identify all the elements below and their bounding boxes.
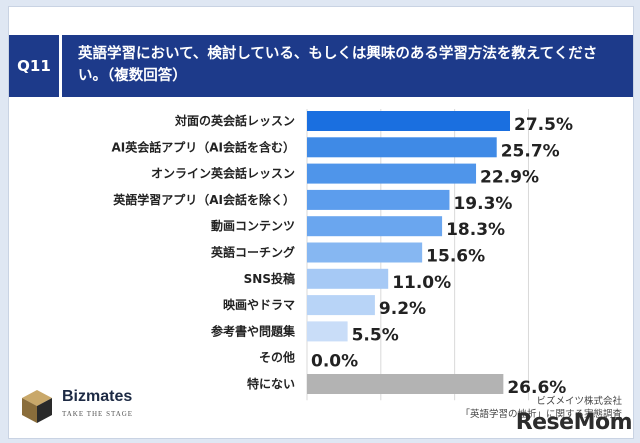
category-label: 英語学習アプリ（AI会話を除く） <box>113 192 295 207</box>
bar-1 <box>307 137 497 158</box>
value-label: 15.6% <box>426 247 485 267</box>
watermark: ReseMom <box>515 410 633 435</box>
logo-name: Bizmates <box>62 388 133 405</box>
cube-logo-icon <box>22 390 52 423</box>
value-label: 25.7% <box>501 141 560 161</box>
source-company: ビズメイツ株式会社 <box>536 396 622 407</box>
logo-tagline: TAKE THE STAGE <box>62 410 134 418</box>
bar-8 <box>307 321 348 342</box>
value-label: 27.5% <box>514 115 573 135</box>
value-label: 11.0% <box>392 273 451 293</box>
value-label: 0.0% <box>311 352 358 372</box>
value-label: 18.3% <box>446 220 505 240</box>
source-survey: 「英語学習の挫折」に関する実態調査 <box>460 409 622 420</box>
category-label: SNS投稿 <box>244 271 295 286</box>
value-label: 5.5% <box>352 325 399 345</box>
question-badge: Q11 <box>9 35 59 97</box>
category-label: 動画コンテンツ <box>211 218 295 233</box>
bar-3 <box>307 189 450 210</box>
category-label: 英語コーチング <box>211 245 295 260</box>
category-label: その他 <box>259 350 295 365</box>
category-label: 特にない <box>247 376 295 391</box>
question-text: 英語学習において、検討している、もしくは興味のある学習方法を教えてください。（複… <box>78 46 598 84</box>
category-label: AI英会話アプリ（AI会話を含む） <box>111 139 295 154</box>
category-label: オンライン英会話レッスン <box>151 166 295 181</box>
bar-2 <box>307 163 477 184</box>
bizmates-logo: Bizmates TAKE THE STAGE <box>18 386 178 426</box>
bar-0 <box>307 111 510 131</box>
bar-4 <box>307 216 443 237</box>
value-label: 26.6% <box>507 378 566 398</box>
category-label: 対面の英会話レッスン <box>174 113 295 128</box>
question-header: 英語学習において、検討している、もしくは興味のある学習方法を教えてください。（複… <box>62 35 633 97</box>
bar-6 <box>307 268 389 289</box>
value-label: 22.9% <box>480 168 539 188</box>
value-label: 19.3% <box>453 194 512 214</box>
value-label: 9.2% <box>379 299 426 319</box>
category-label: 映画やドラマ <box>223 297 295 312</box>
category-label: 参考書や問題集 <box>211 323 296 338</box>
bar-10 <box>307 374 504 394</box>
survey-card: Q11 英語学習において、検討している、もしくは興味のある学習方法を教えてくださ… <box>8 6 634 439</box>
bar-5 <box>307 242 423 263</box>
bar-7 <box>307 295 375 316</box>
